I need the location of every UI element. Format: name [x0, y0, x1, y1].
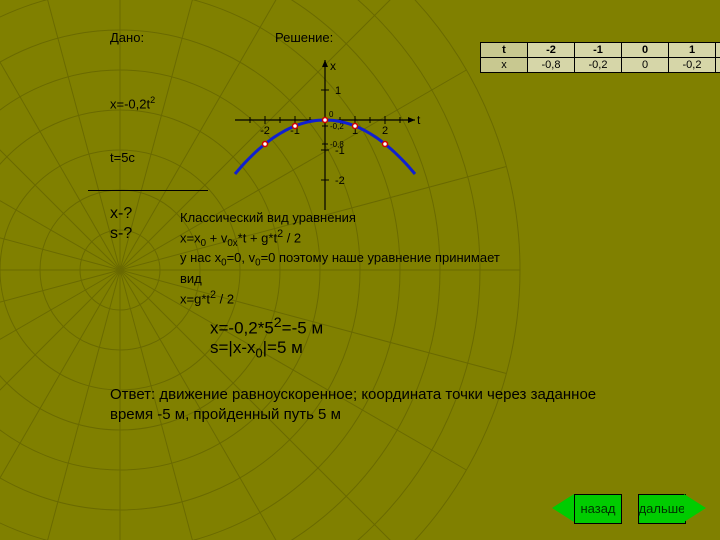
svg-text:2: 2	[382, 125, 388, 137]
next-button[interactable]: дальше	[638, 494, 686, 524]
given-equation: x=-0,2t2	[110, 95, 155, 111]
find-x: x-?	[110, 205, 132, 223]
back-button-label: назад	[580, 502, 615, 516]
explanation-text: Классический вид уравненияx=x0 + v0x*t +…	[180, 210, 500, 308]
svg-text:0: 0	[329, 110, 334, 119]
solution-chart: -2-112-2-11-0,2-0,8tx0	[225, 60, 425, 220]
svg-text:t: t	[417, 113, 421, 127]
given-time: t=5с	[110, 150, 135, 165]
answer-text: Ответ: движение равноускоренное; координ…	[110, 385, 610, 424]
svg-text:x: x	[330, 60, 336, 73]
data-table: t-2-1012x-0,8-0,20-0,2-0,8	[480, 42, 720, 73]
next-button-label: дальше	[639, 502, 686, 516]
next-arrow-icon	[684, 494, 706, 522]
solution-title: Решение:	[275, 30, 333, 45]
find-s: s-?	[110, 225, 132, 243]
svg-text:1: 1	[335, 85, 341, 97]
svg-text:-2: -2	[335, 175, 345, 187]
back-button[interactable]: назад	[574, 494, 622, 524]
result-s: s=|x-x0|=5 м	[210, 338, 303, 360]
given-title: Дано:	[110, 30, 144, 45]
back-arrow-icon	[552, 494, 574, 522]
svg-text:-2: -2	[260, 125, 270, 137]
result-x: x=-0,2*52=-5 м	[210, 315, 323, 339]
svg-text:-0,8: -0,8	[330, 140, 344, 149]
given-divider	[88, 190, 208, 191]
